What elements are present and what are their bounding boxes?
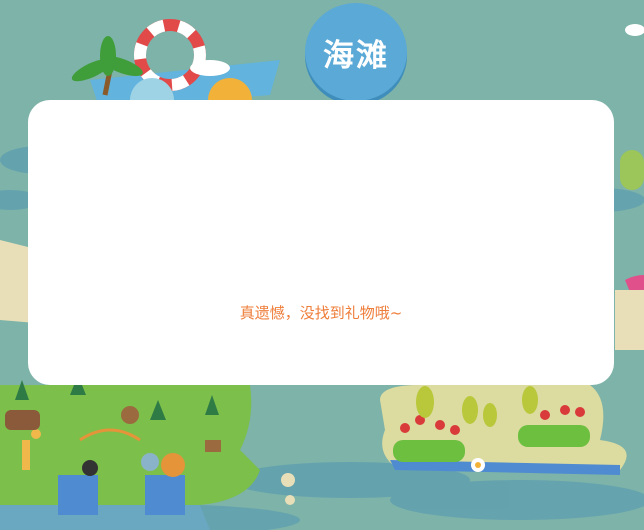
beach-badge: 海滩	[305, 3, 407, 101]
zoo-island	[0, 375, 260, 530]
badge-label: 海滩	[323, 37, 389, 74]
pebbles	[281, 473, 295, 505]
result-message: 真遗憾，没找到礼物哦~	[239, 304, 403, 322]
right-edge-decor	[615, 24, 644, 350]
flower-island	[380, 385, 627, 475]
result-dialog: 真遗憾，没找到礼物哦~	[28, 100, 614, 385]
